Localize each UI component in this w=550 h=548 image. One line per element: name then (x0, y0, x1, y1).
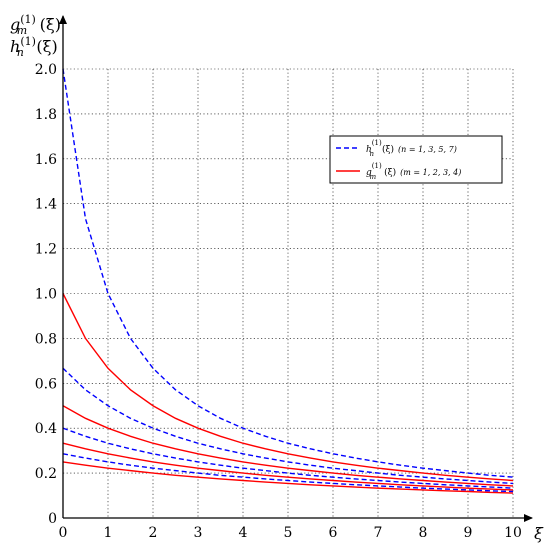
y-tick-label: 1.0 (35, 287, 57, 303)
series-line-g-3 (62, 442, 514, 491)
y-tick-label: 0.4 (35, 421, 57, 437)
series-line-g-1 (62, 293, 514, 482)
x-tick-label: 0 (59, 525, 68, 541)
legend-label-g: g(1) m (ξ) (m = 1, 2, 3, 4) (366, 162, 461, 181)
x-tick-label: 5 (284, 525, 293, 541)
legend-box (329, 135, 503, 184)
y-tick-label: 2.0 (35, 62, 57, 78)
y-axis-label-h: h(1) n (ξ) (10, 35, 58, 59)
x-tick-label: 8 (419, 525, 428, 541)
y-tick-label: 0.2 (35, 466, 57, 482)
x-tick-label: 2 (149, 525, 158, 541)
series-line-g-4 (62, 461, 514, 494)
legend-label-h: h(1) n (ξ) (n = 1, 3, 5, 7) (366, 139, 457, 158)
series-line-g-2 (62, 405, 514, 487)
tick-labels: 0 1 2 3 4 5 6 7 8 9 10 0 0.2 0.4 0.6 0.8 1.0 1.2 1.4 1.6 1.8… (35, 62, 522, 541)
y-tick-label: 0 (48, 511, 57, 527)
series-line-h-1 (62, 68, 514, 478)
series-line-h-5 (62, 427, 514, 489)
x-tick-label: 6 (329, 525, 338, 541)
y-tick-label: 1.4 (35, 197, 57, 213)
axis-labels: ξ g(1) m (ξ) h(1) n (ξ) (10, 13, 544, 543)
x-tick-label: 3 (194, 525, 203, 541)
y-axis-label-g: g(1) m (ξ) (10, 13, 61, 37)
series-line-h-7 (62, 453, 514, 493)
axes (59, 15, 533, 522)
x-tick-label: 7 (374, 525, 383, 541)
x-axis-label: ξ (534, 524, 544, 543)
y-tick-label: 1.6 (35, 152, 57, 168)
series-lines (62, 68, 514, 494)
y-tick-label: 1.8 (35, 107, 57, 123)
legend: h(1) n (ξ) (n = 1, 3, 5, 7) g(1) m (ξ) (m = 1, … (329, 135, 503, 184)
y-tick-label: 0.6 (35, 376, 57, 392)
x-tick-label: 4 (239, 525, 248, 541)
x-tick-label: 9 (464, 525, 473, 541)
series-line-h-3 (62, 367, 514, 485)
y-tick-label: 0.8 (35, 331, 57, 347)
y-tick-label: 1.2 (35, 242, 57, 258)
x-tick-label: 1 (104, 525, 113, 541)
x-tick-label: 10 (504, 525, 522, 541)
